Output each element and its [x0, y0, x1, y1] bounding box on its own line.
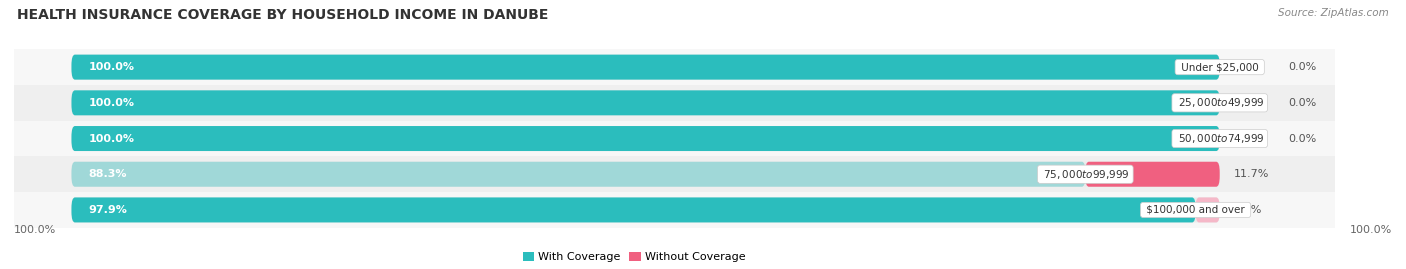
Text: 2.1%: 2.1% — [1233, 205, 1261, 215]
FancyBboxPatch shape — [14, 49, 1334, 85]
FancyBboxPatch shape — [72, 197, 1195, 222]
FancyBboxPatch shape — [72, 162, 1085, 187]
Text: 0.0%: 0.0% — [1289, 133, 1317, 144]
Text: Under $25,000: Under $25,000 — [1178, 62, 1261, 72]
FancyBboxPatch shape — [72, 55, 1220, 80]
Text: $100,000 and over: $100,000 and over — [1143, 205, 1249, 215]
Text: HEALTH INSURANCE COVERAGE BY HOUSEHOLD INCOME IN DANUBE: HEALTH INSURANCE COVERAGE BY HOUSEHOLD I… — [17, 8, 548, 22]
FancyBboxPatch shape — [14, 192, 1334, 228]
FancyBboxPatch shape — [72, 126, 1220, 151]
FancyBboxPatch shape — [14, 156, 1334, 192]
Text: 100.0%: 100.0% — [14, 225, 56, 235]
Text: 100.0%: 100.0% — [89, 133, 135, 144]
Text: $25,000 to $49,999: $25,000 to $49,999 — [1174, 96, 1265, 109]
FancyBboxPatch shape — [72, 162, 1220, 187]
Text: 100.0%: 100.0% — [89, 98, 135, 108]
FancyBboxPatch shape — [14, 121, 1334, 156]
Text: Source: ZipAtlas.com: Source: ZipAtlas.com — [1278, 8, 1389, 18]
Text: 88.3%: 88.3% — [89, 169, 127, 179]
Text: $75,000 to $99,999: $75,000 to $99,999 — [1040, 168, 1130, 181]
Text: 100.0%: 100.0% — [1350, 225, 1392, 235]
FancyBboxPatch shape — [72, 90, 1220, 115]
Text: 0.0%: 0.0% — [1289, 98, 1317, 108]
FancyBboxPatch shape — [1195, 197, 1220, 222]
Text: 100.0%: 100.0% — [89, 62, 135, 72]
FancyBboxPatch shape — [72, 126, 1220, 151]
Text: 11.7%: 11.7% — [1233, 169, 1268, 179]
Text: 97.9%: 97.9% — [89, 205, 128, 215]
FancyBboxPatch shape — [14, 85, 1334, 121]
FancyBboxPatch shape — [72, 55, 1220, 80]
Text: 0.0%: 0.0% — [1289, 62, 1317, 72]
FancyBboxPatch shape — [1085, 162, 1220, 187]
FancyBboxPatch shape — [72, 90, 1220, 115]
Legend: With Coverage, Without Coverage: With Coverage, Without Coverage — [519, 247, 749, 267]
Text: $50,000 to $74,999: $50,000 to $74,999 — [1174, 132, 1265, 145]
FancyBboxPatch shape — [72, 197, 1220, 222]
